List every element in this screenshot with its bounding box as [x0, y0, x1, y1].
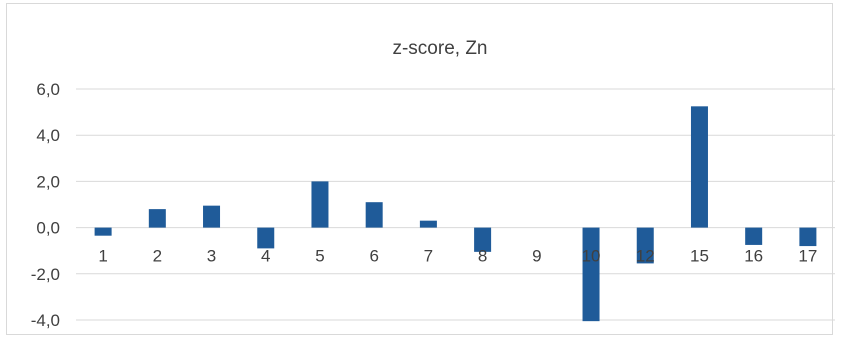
bar	[257, 227, 275, 249]
bar	[582, 227, 600, 322]
y-tick-label: 4,0	[36, 126, 60, 145]
x-tick-label: 7	[424, 247, 433, 266]
y-tick-label: 6,0	[36, 80, 60, 99]
bar	[311, 181, 329, 228]
x-tick-label: 5	[315, 247, 324, 266]
bars	[94, 106, 817, 322]
bar	[745, 227, 763, 245]
y-tick-label: -4,0	[31, 311, 60, 330]
bar	[148, 209, 166, 228]
bar	[365, 202, 383, 228]
chart-title: z-score, Zn	[392, 38, 487, 59]
x-tick-label: 17	[798, 247, 817, 266]
x-axis-tick-labels: 1 2 3 4 5 6 7 8 9 10 12 15 16 17	[98, 247, 817, 266]
x-tick-label: 16	[744, 247, 763, 266]
x-tick-label: 12	[636, 247, 655, 266]
bar	[419, 220, 437, 228]
bar	[474, 227, 492, 252]
y-tick-label: 0,0	[36, 219, 60, 238]
y-axis-tick-labels: -4,0 -2,0 0,0 2,0 4,0 6,0	[31, 80, 60, 330]
x-tick-label: 8	[478, 247, 487, 266]
x-tick-label: 4	[261, 247, 270, 266]
y-tick-label: 2,0	[36, 172, 60, 191]
bar	[799, 227, 817, 247]
x-tick-label: 2	[153, 247, 162, 266]
x-tick-label: 10	[582, 247, 601, 266]
bar	[690, 106, 708, 228]
x-tick-label: 6	[369, 247, 378, 266]
x-tick-label: 15	[690, 247, 709, 266]
bar	[636, 227, 654, 264]
x-tick-label: 1	[98, 247, 107, 266]
x-tick-label: 3	[207, 247, 216, 266]
bar	[94, 227, 112, 236]
x-tick-label: 9	[532, 247, 541, 266]
y-tick-label: -2,0	[31, 265, 60, 284]
bar	[203, 205, 221, 228]
gridlines	[76, 88, 835, 321]
